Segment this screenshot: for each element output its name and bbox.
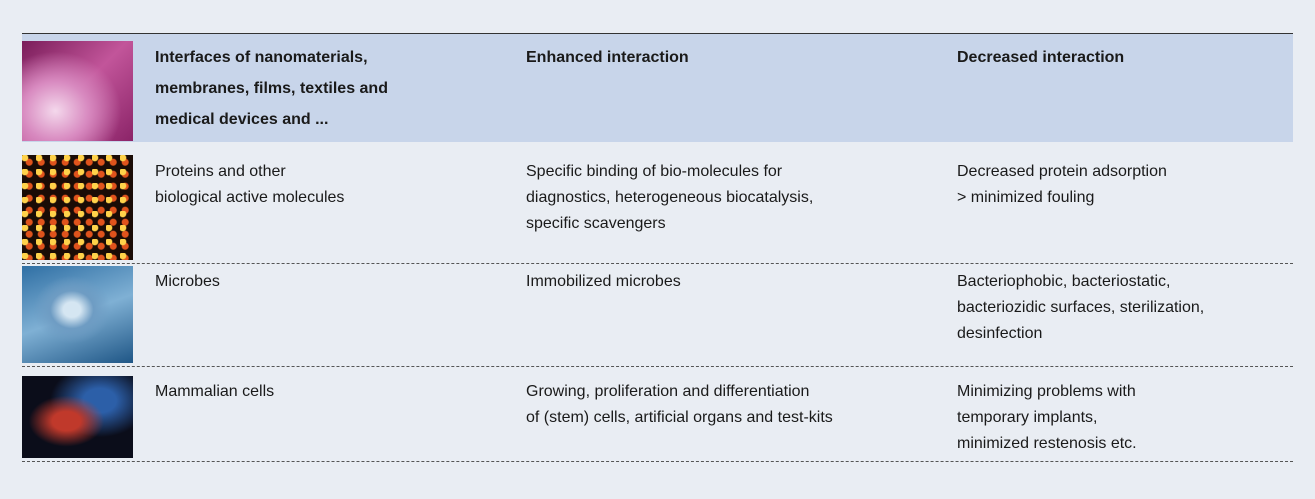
text-line: diagnostics, heterogeneous biocatalysis,: [526, 189, 814, 206]
table-cell: Minimizing problems with temporary implan…: [957, 379, 1137, 457]
text-line: Bacteriophobic, bacteriostatic,: [957, 273, 1171, 290]
text-line: biological active molecules: [155, 189, 345, 206]
table-cell: Microbes: [155, 269, 220, 295]
text-line: membranes, films, textiles and: [155, 80, 388, 97]
text-line: medical devices and ...: [155, 111, 329, 128]
row-divider: [22, 263, 1293, 264]
table-cell: Proteins and other biological active mole…: [155, 159, 344, 211]
header-cell: Interfaces of nanomaterials, membranes, f…: [155, 42, 388, 135]
row-divider: [22, 461, 1293, 462]
text-line: Mammalian cells: [155, 383, 275, 400]
text-line: Microbes: [155, 273, 220, 290]
text-line: Specific binding of bio-molecules for: [526, 163, 783, 180]
table-cell: Decreased protein adsorption > minimized …: [957, 159, 1167, 211]
header-cell: Enhanced interaction: [526, 42, 689, 73]
text-line: specific scavengers: [526, 215, 666, 232]
header-cell: Decreased interaction: [957, 42, 1124, 73]
table-cell: Specific binding of bio-molecules for dia…: [526, 159, 813, 237]
text-line: Proteins and other: [155, 163, 286, 180]
header-image: [22, 41, 133, 141]
microbes-image: [22, 266, 133, 363]
table-cell: Immobilized microbes: [526, 269, 681, 295]
text-line: Enhanced interaction: [526, 49, 689, 66]
text-line: Decreased protein adsorption: [957, 163, 1167, 180]
proteins-image: [22, 155, 133, 260]
table-cell: Mammalian cells: [155, 379, 274, 405]
table-cell: Growing, proliferation and differentiati…: [526, 379, 833, 431]
text-line: Decreased interaction: [957, 49, 1125, 66]
cells-image: [22, 376, 133, 458]
text-line: of (stem) cells, artificial organs and t…: [526, 409, 833, 426]
text-line: bacteriozidic surfaces, sterilization,: [957, 299, 1205, 316]
text-line: Immobilized microbes: [526, 273, 681, 290]
text-line: minimized restenosis etc.: [957, 435, 1137, 452]
header-row: [22, 33, 1293, 142]
text-line: Interfaces of nanomaterials,: [155, 49, 368, 66]
text-line: desinfection: [957, 325, 1043, 342]
text-line: > minimized fouling: [957, 189, 1095, 206]
text-line: temporary implants,: [957, 409, 1098, 426]
text-line: Minimizing problems with: [957, 383, 1136, 400]
row-divider: [22, 366, 1293, 367]
text-line: Growing, proliferation and differentiati…: [526, 383, 810, 400]
table-cell: Bacteriophobic, bacteriostatic, bacterioz…: [957, 269, 1204, 347]
